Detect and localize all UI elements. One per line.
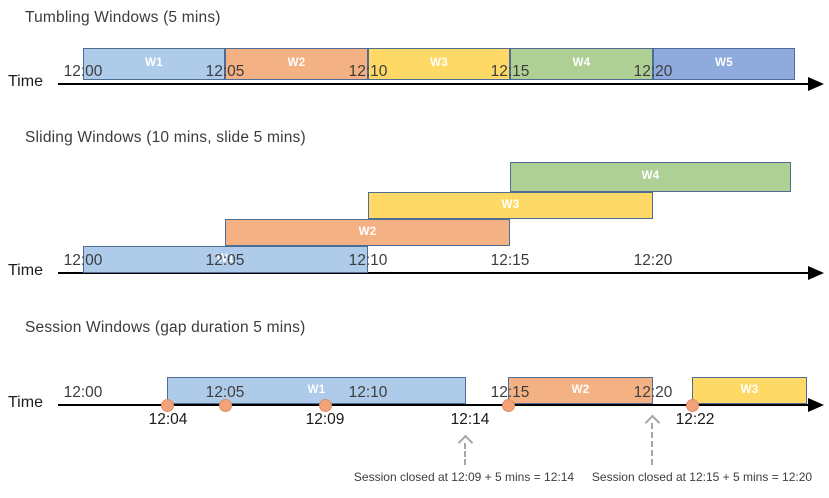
tick-label-session-3: 12:15 <box>490 384 530 401</box>
window-bar-label: W1 <box>145 57 163 69</box>
axis-arrowhead-icon <box>808 398 824 412</box>
tick-label-session-0: 12:00 <box>63 384 103 401</box>
tick-label-session-4: 12:20 <box>633 384 673 401</box>
tick-label-sliding-0: 12:00 <box>63 252 103 269</box>
tick-label-sliding-1: 12:05 <box>205 252 245 269</box>
window-bar-tumbling-w5: W5 <box>653 48 795 80</box>
event-time-label-0: 12:04 <box>148 411 188 428</box>
window-bar-sliding-w3: W3 <box>368 192 653 219</box>
tick-label-tumbling-2: 12:10 <box>348 63 388 80</box>
time-axis-session <box>58 404 808 406</box>
event-dot-4 <box>686 399 699 412</box>
time-axis-label-tumbling: Time <box>8 73 43 90</box>
tick-label-tumbling-3: 12:15 <box>490 63 530 80</box>
event-dot-0 <box>161 399 174 412</box>
callout-arrow-stem <box>651 423 653 465</box>
event-dot-1 <box>219 399 232 412</box>
window-bar-session-w1: W1 <box>167 377 466 404</box>
section-title-sliding: Sliding Windows (10 mins, slide 5 mins) <box>25 129 306 146</box>
time-axis-label-session: Time <box>8 394 43 411</box>
tick-label-tumbling-4: 12:20 <box>633 63 673 80</box>
section-title-tumbling: Tumbling Windows (5 mins) <box>25 9 221 26</box>
window-bar-label: W3 <box>430 57 448 69</box>
window-bar-label: W2 <box>287 57 306 69</box>
window-bar-sliding-w1: W1 <box>83 246 368 273</box>
callout-arrow-stem <box>464 443 466 465</box>
window-bar-tumbling-w3: W3 <box>368 48 510 80</box>
session-closed-annotation-1: Session closed at 12:15 + 5 mins = 12:20 <box>591 470 813 484</box>
time-axis-tumbling <box>58 83 808 85</box>
window-bar-sliding-w2: W2 <box>225 219 510 246</box>
window-bar-label: W3 <box>740 383 759 396</box>
axis-arrowhead-icon <box>808 266 824 280</box>
window-bar-tumbling-w2: W2 <box>225 48 368 80</box>
tick-label-sliding-2: 12:10 <box>348 252 388 269</box>
axis-arrowhead-icon <box>808 77 824 91</box>
time-axis-label-sliding: Time <box>8 262 43 279</box>
section-title-session: Session Windows (gap duration 5 mins) <box>25 319 306 336</box>
window-bar-sliding-w4: W4 <box>510 162 791 192</box>
window-bar-label: W4 <box>641 170 660 182</box>
event-time-label-3: 12:22 <box>675 411 715 428</box>
tick-label-session-2: 12:10 <box>348 384 388 401</box>
tick-label-session-1: 12:05 <box>205 384 245 401</box>
tick-label-sliding-4: 12:20 <box>633 252 673 269</box>
event-time-label-2: 12:14 <box>450 411 490 428</box>
time-axis-sliding <box>58 272 808 274</box>
event-dot-2 <box>319 399 332 412</box>
window-bar-label: W2 <box>571 383 590 396</box>
session-closed-annotation-0: Session closed at 12:09 + 5 mins = 12:14 <box>353 470 575 484</box>
event-time-label-1: 12:09 <box>305 411 345 428</box>
window-bar-session-w2: W2 <box>508 377 653 404</box>
window-bar-session-w3: W3 <box>692 377 807 404</box>
window-bar-tumbling-w1: W1 <box>83 48 225 80</box>
event-dot-3 <box>502 399 515 412</box>
window-bar-label: W4 <box>572 57 591 69</box>
tick-label-tumbling-0: 12:00 <box>63 63 103 80</box>
window-bar-label: W1 <box>216 252 235 265</box>
window-bar-tumbling-w4: W4 <box>510 48 653 80</box>
tick-label-sliding-3: 12:15 <box>490 252 530 269</box>
window-bar-label: W5 <box>715 57 733 69</box>
tick-label-tumbling-1: 12:05 <box>205 63 245 80</box>
window-bar-label: W1 <box>307 383 326 396</box>
window-bar-label: W2 <box>358 225 377 238</box>
window-bar-label: W3 <box>501 198 520 211</box>
